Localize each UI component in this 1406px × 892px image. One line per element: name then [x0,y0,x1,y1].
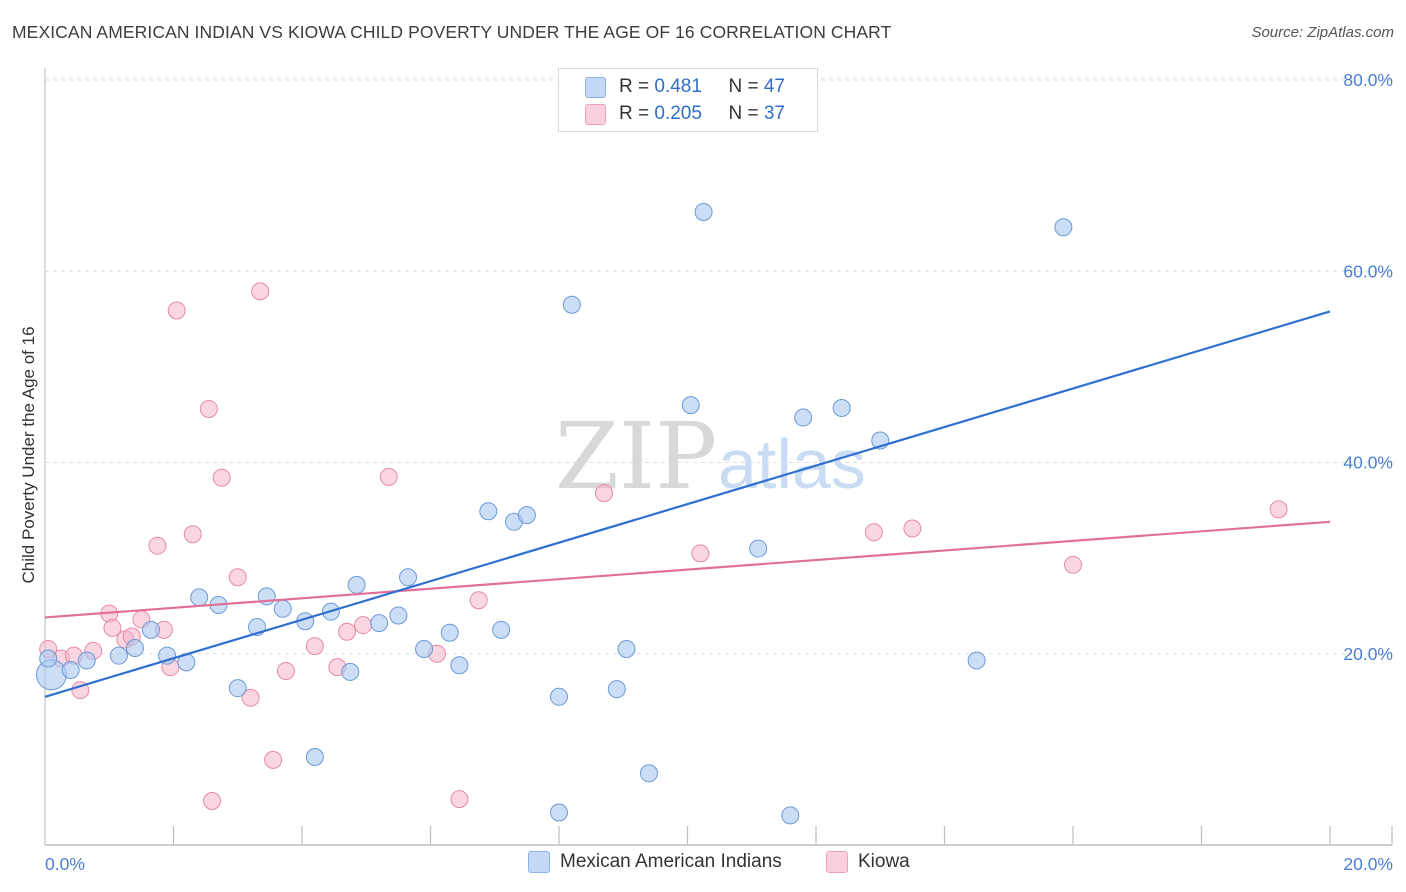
kiowa-point [1269,500,1288,519]
kiowa-point [183,525,202,544]
kiowa-point [103,618,122,637]
kiowa-point [228,568,247,587]
mexican-american-indians-point [450,656,469,675]
legend-n-value: 47 [763,76,785,97]
kiowa-point [1064,555,1082,574]
mexican-american-indians-point [109,646,128,665]
kiowa-point [354,616,373,635]
mexican-american-indians-point [517,506,536,525]
kiowa-point [251,282,270,301]
kiowa-point [167,301,186,320]
mexican-american-indians-trend-line [44,310,1331,698]
kiowa-point [212,468,231,487]
mexican-american-indians-point [389,606,408,625]
kiowa-point [864,523,883,542]
trend-lines [44,310,1331,698]
mexican-american-indians-point [347,575,366,594]
kiowa-point [594,484,613,503]
kiowa-point [264,750,283,769]
bottom-legend-pink: Kiowa [826,851,910,873]
watermark-atlas: atlas [718,425,866,503]
y-tick-label: 40.0% [1343,453,1393,473]
kiowa-trend-line [44,520,1331,619]
mexican-american-indians-point [639,764,658,783]
mexican-american-indians-point [190,588,209,607]
bottom-legend-swatch-blue [528,851,550,873]
mexican-american-indians-point [781,806,800,825]
legend-r-value: 0.205 [654,103,702,124]
legend-n-value: 37 [763,103,785,124]
kiowa-point [305,637,324,656]
y-tick-label: 60.0% [1343,261,1393,281]
mexican-american-indians-point [142,620,161,639]
mexican-american-indians-point [607,680,626,699]
mexican-american-indians-point [415,639,434,658]
watermark-zip: ZIP [555,403,717,510]
mexican-american-indians-point [794,408,813,427]
bottom-legend-swatch-pink [826,851,848,873]
kiowa-point [241,688,260,707]
mexican-american-indians-point [1054,218,1073,237]
mexican-american-indians-point [370,614,389,633]
kiowa-point [903,519,922,538]
y-tick-label: 20.0% [1343,644,1393,664]
chart-title: MEXICAN AMERICAN INDIAN VS KIOWA CHILD P… [12,22,892,42]
kiowa-point [337,622,356,641]
mexican-american-indians-point [832,398,851,417]
kiowa-point [199,399,218,418]
legend-swatch-blue [585,77,606,98]
legend-n-label: N = [728,103,764,124]
kiowa-point [148,536,167,555]
bottom-legend-label-pink: Kiowa [858,851,910,872]
kiowa-point [450,790,469,809]
legend-swatch-pink [585,104,606,125]
source-credit: Source: ZipAtlas.com [1251,24,1394,41]
mexican-american-indians-point [39,649,58,668]
watermark: ZIP atlas [555,403,866,510]
mexican-american-indians-point [305,748,324,767]
mexican-american-indians-point [77,651,96,670]
kiowa-point [691,544,710,563]
mexican-american-indians-point [492,620,511,639]
mexican-american-indians-point [694,202,713,221]
mexican-american-indians-point [562,295,581,314]
legend-r-label: R = [619,76,655,97]
x-tick-label: 0.0% [45,854,85,874]
bottom-legend-blue: Mexican American Indians [528,851,782,873]
mexican-american-indians-point [479,502,498,521]
legend-r-value: 0.481 [654,76,702,97]
y-tick-labels: 80.0% 60.0% 40.0% 20.0% [1343,70,1393,664]
mexican-american-indians-points [35,94,1073,825]
bottom-legend-label-blue: Mexican American Indians [560,851,782,872]
mexican-american-indians-point [341,662,360,681]
y-tick-label: 80.0% [1343,70,1393,90]
mexican-american-indians-point [440,623,459,642]
kiowa-points [39,282,1288,811]
mexican-american-indians-point [617,639,636,658]
kiowa-point [203,792,222,811]
mexican-american-indians-point [125,639,144,658]
mexican-american-indians-point [550,803,568,822]
legend-r-label: R = [619,103,655,124]
mexican-american-indians-point [550,687,568,706]
correlation-legend: R = 0.481 N = 47 R = 0.205 N = 37 [558,68,818,132]
mexican-american-indians-point [399,568,418,587]
kiowa-point [379,467,398,486]
mexican-american-indians-point [681,396,700,415]
mexican-american-indians-point [61,661,80,680]
mexican-american-indians-point [967,651,986,670]
legend-n-label: N = [728,76,764,97]
kiowa-point [276,661,295,680]
kiowa-point [469,591,488,610]
mexican-american-indians-point [749,539,768,558]
mexican-american-indians-point [273,599,292,618]
mexican-american-indians-point [228,679,247,698]
x-tick-label: 20.0% [1343,854,1393,874]
y-axis-label: Child Poverty Under the Age of 16 [19,326,38,583]
x-tick-labels: 0.0% 20.0% [45,854,1393,874]
axes [44,68,1393,846]
